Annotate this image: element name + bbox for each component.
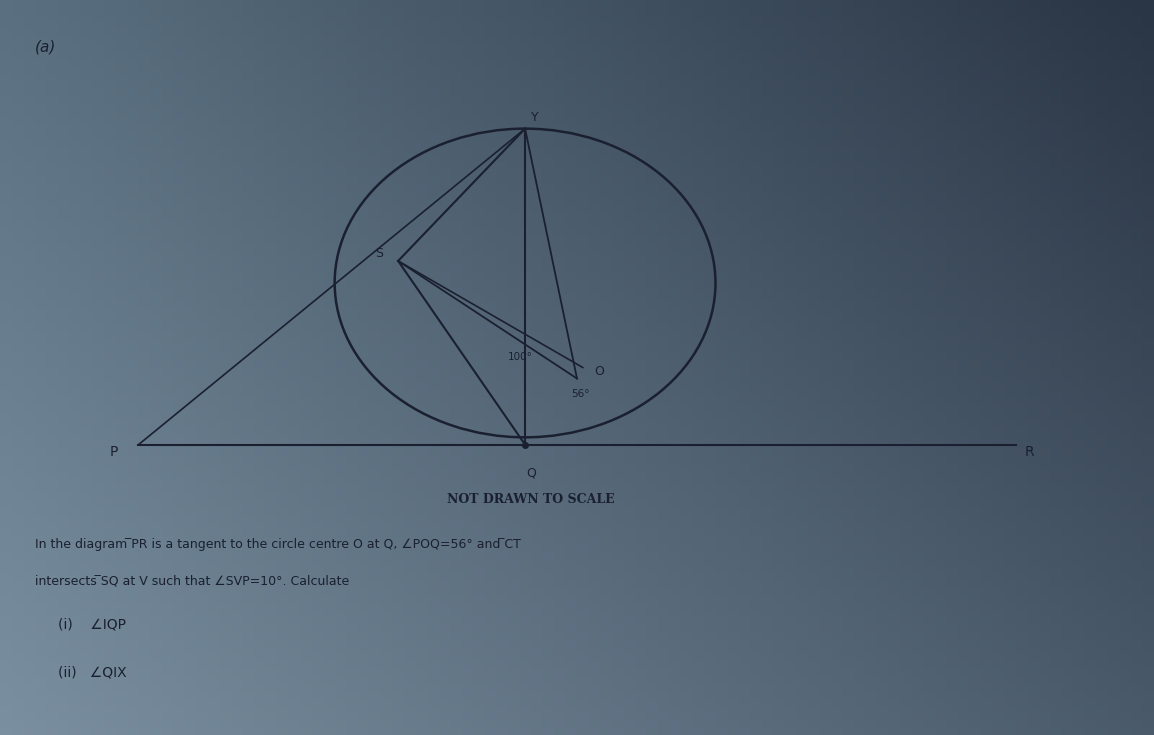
Text: 56°: 56° [571, 389, 590, 399]
Text: intersects ̅SQ at V such that ∠SVP=10°. Calculate: intersects ̅SQ at V such that ∠SVP=10°. … [35, 574, 349, 587]
Text: (ii)   ∠QIX: (ii) ∠QIX [58, 665, 126, 679]
Text: S: S [375, 247, 383, 260]
Text: Y: Y [531, 111, 539, 124]
Text: P: P [110, 445, 118, 459]
Text: R: R [1025, 445, 1034, 459]
Text: 100°: 100° [508, 352, 533, 362]
Text: O: O [594, 365, 605, 378]
Text: (i)    ∠IQP: (i) ∠IQP [58, 617, 126, 631]
Text: In the diagram ̅PR is a tangent to the circle centre O at Q, ∠POQ=56° and ̅CT: In the diagram ̅PR is a tangent to the c… [35, 537, 520, 551]
Text: (a): (a) [35, 40, 57, 54]
Text: NOT DRAWN TO SCALE: NOT DRAWN TO SCALE [447, 493, 615, 506]
Text: Q: Q [526, 467, 535, 480]
